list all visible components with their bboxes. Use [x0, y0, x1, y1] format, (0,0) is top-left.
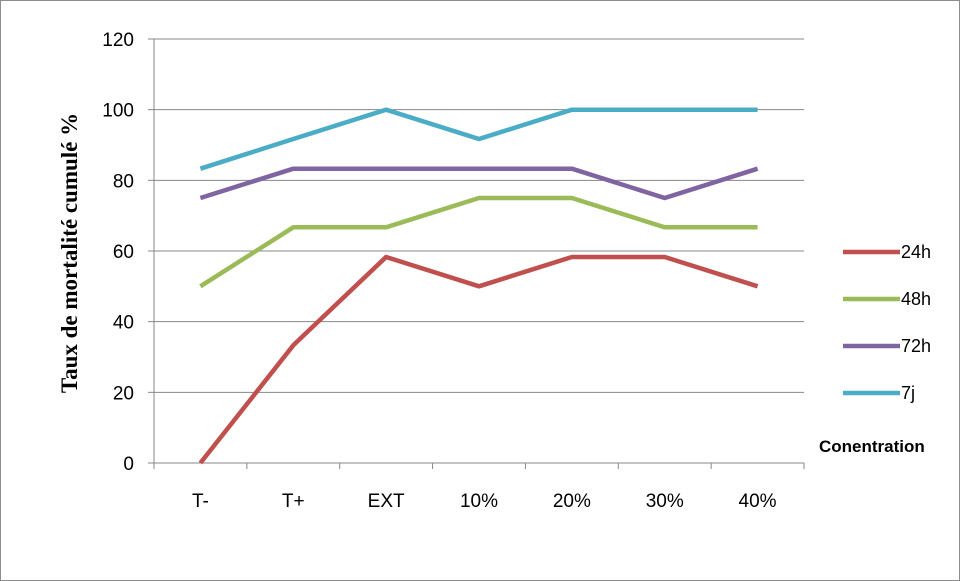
series-lines [198, 107, 759, 465]
legend-label-72h: 72h [901, 336, 931, 356]
x-tick-label: 20% [553, 491, 591, 512]
y-axis-label: Taux de mortalité cumulé % [57, 113, 82, 393]
series-line-48h [199, 195, 758, 289]
series-line-72h [199, 166, 759, 201]
gridlines [154, 38, 804, 393]
y-tick-label: 100 [102, 101, 134, 122]
x-axis-label: Conentration [819, 437, 925, 456]
legend-label-24h: 24h [901, 242, 931, 262]
y-tick-label: 20 [113, 383, 134, 404]
y-tick-label: 80 [113, 171, 134, 192]
x-tick-label: T+ [282, 491, 305, 512]
series-line-24h [198, 254, 759, 465]
x-tick-label: 30% [646, 491, 684, 512]
legend-label-7j: 7j [901, 383, 915, 403]
y-tick-label: 120 [102, 30, 134, 51]
legend: 24h 48h 72h 7j [843, 242, 931, 403]
y-tick-label: 0 [123, 454, 134, 475]
x-tick-label: 10% [460, 491, 498, 512]
axes [148, 38, 805, 469]
x-tick-label: T- [192, 491, 209, 512]
x-tick-label: EXT [368, 491, 405, 512]
legend-label-48h: 48h [901, 289, 931, 309]
tick-labels: 0 20 40 60 80 100 120 T- T+ EXT 10% 20% 30% 40% [102, 30, 776, 512]
y-tick-label: 40 [113, 313, 134, 334]
series-line-7j [199, 107, 758, 171]
x-tick-label: 40% [739, 491, 777, 512]
y-tick-label: 60 [113, 242, 134, 263]
